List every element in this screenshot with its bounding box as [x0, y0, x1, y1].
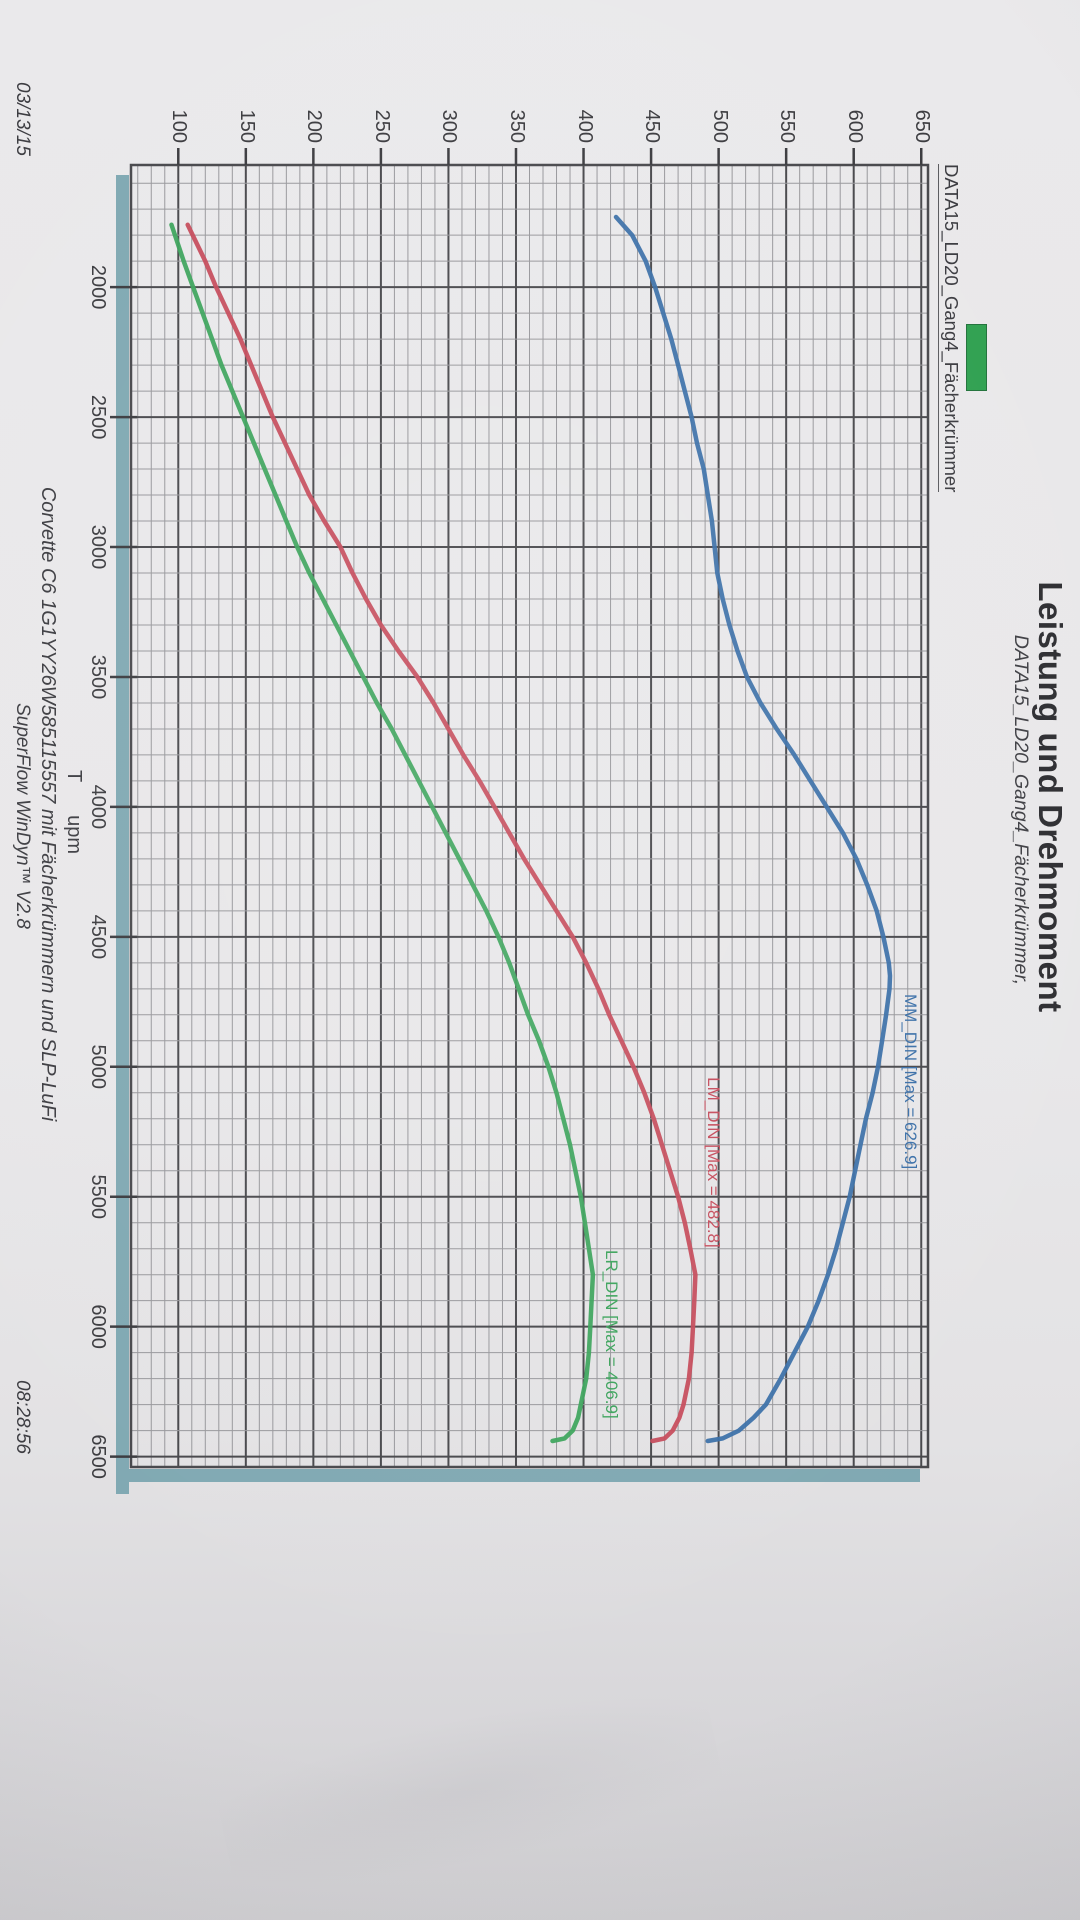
footer-vehicle-line: Corvette C6 1G1YY26W585115557 mit Fächer…: [37, 486, 59, 1122]
x-tick-label: 3500: [87, 654, 109, 700]
x-tick-label: 2500: [87, 394, 109, 440]
series-label-MM_DIN: MM_DIN [Max = 626.9]: [900, 994, 920, 1170]
plot-border: [129, 163, 930, 1469]
footer-time: 08:28:56: [12, 1380, 33, 1454]
y-tick-label: 100: [168, 109, 191, 143]
x-tick-label: 2000: [87, 264, 109, 310]
x-tick-label: 3000: [87, 524, 109, 570]
series-curve-LM_DIN: [185, 222, 698, 1444]
series-curve-MM_DIN: [613, 214, 893, 1444]
plot-shadow-bottom: [116, 175, 129, 1494]
y-tick-label: 350: [506, 109, 528, 143]
plot-shadow-right: [116, 1469, 920, 1482]
y-tick-label: 600: [843, 109, 866, 143]
y-tick-label: 400: [573, 109, 596, 143]
y-tick-label: 300: [438, 109, 461, 143]
x-tick-label: 4000: [87, 784, 109, 830]
y-tick-label: 150: [235, 109, 258, 143]
y-tick-label: 650: [911, 109, 934, 143]
x-tick-label: 6500: [87, 1434, 109, 1479]
dyno-sheet: Leistung und Drehmoment DATA15_LD20_Gang…: [8, 82, 1073, 1512]
series-curve-LR_DIN: [169, 222, 596, 1444]
y-tick-label: 550: [776, 109, 799, 143]
x-tick-label: 4500: [87, 914, 109, 960]
x-axis-title: T upm: [63, 769, 85, 855]
x-tick-label: 5000: [87, 1044, 109, 1090]
chart-plot: [110, 148, 930, 1494]
series-label-LR_DIN: LR_DIN [Max = 406.9]: [602, 1250, 622, 1419]
paper-crease-shadow: [206, 1649, 734, 1920]
x-tick-label: 6000: [87, 1304, 109, 1349]
footer-software-line: SuperFlow WinDyn™ V2.8: [12, 703, 33, 929]
y-tick-label: 500: [708, 109, 731, 143]
y-tick-label: 250: [370, 109, 393, 143]
footer-date: 03/13/15: [12, 82, 33, 156]
y-tick-label: 200: [303, 109, 326, 143]
y-tick-label: 450: [641, 109, 664, 143]
x-tick-label: 5500: [87, 1174, 109, 1219]
series-label-LM_DIN: LM_DIN [Max = 482.8]: [703, 1077, 723, 1248]
